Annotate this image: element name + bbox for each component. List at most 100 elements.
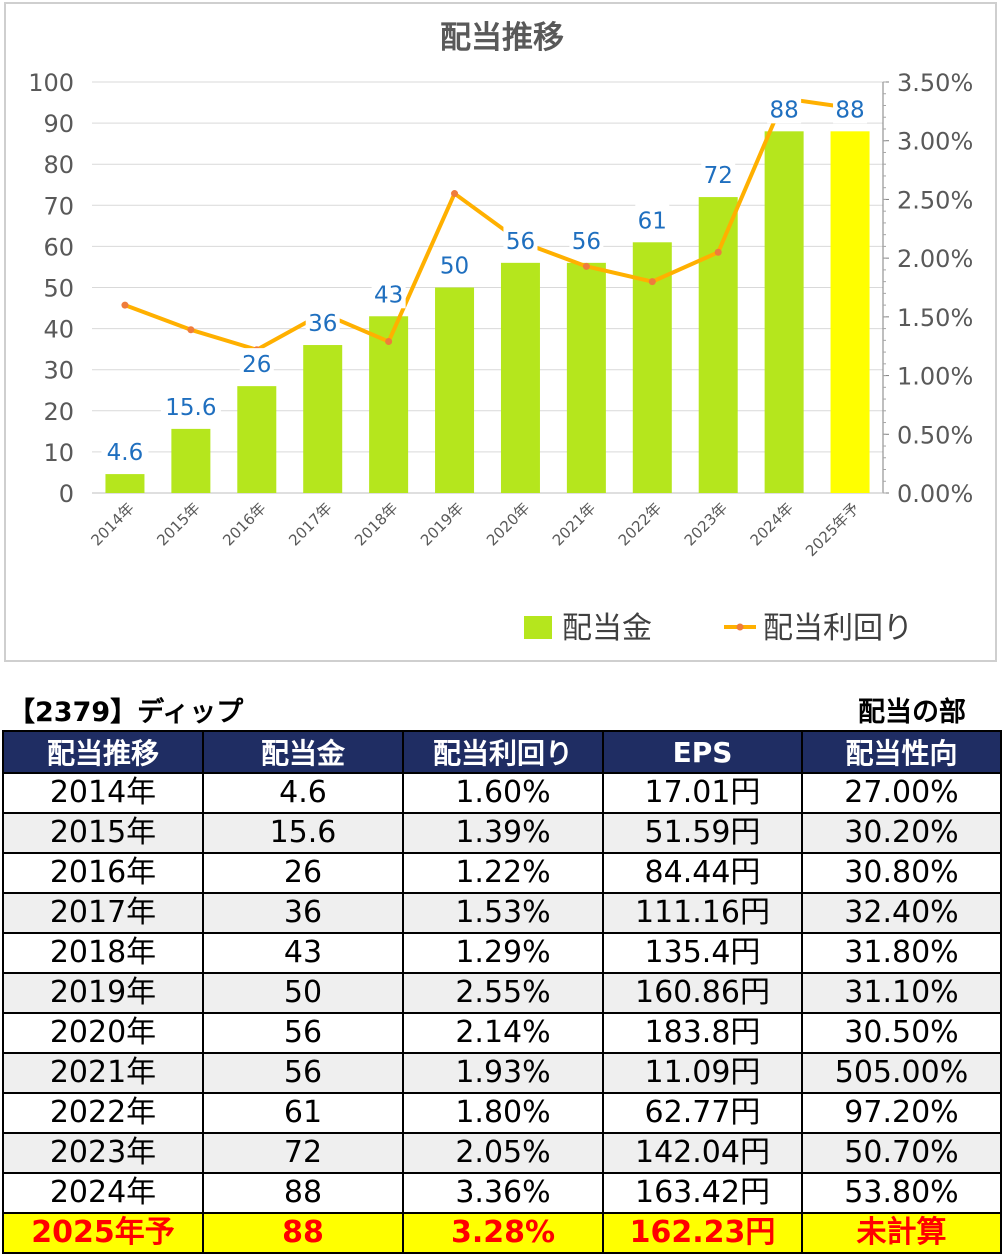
table-cell: 30.80% (801, 852, 1002, 894)
yield-line (124, 96, 851, 352)
y-right-tick-label: 2.00% (897, 245, 973, 273)
data-label: 88 (835, 97, 864, 123)
table-cell: 2.14% (402, 1012, 604, 1054)
x-tick-label: 2024年 (747, 499, 797, 549)
data-label-bg (101, 436, 149, 467)
table-cell: 162.23円 (602, 1212, 803, 1254)
table-cell: 163.42円 (602, 1172, 803, 1214)
table-cell: 3.28% (402, 1212, 604, 1254)
data-label-bg (503, 224, 538, 255)
table-row: 2022年 61 1.80% 62.77円 97.20% (2, 1092, 1002, 1134)
table-cell: 2.55% (402, 972, 604, 1014)
x-tick-label: 2023年 (681, 499, 731, 549)
table-cell: 84.44円 (602, 852, 803, 894)
yield-marker (451, 190, 459, 198)
table-row: 2015年 15.6 1.39% 51.59円 30.20% (2, 812, 1002, 854)
yield-marker (582, 262, 590, 270)
table-cell: 135.4円 (602, 932, 803, 974)
data-label-bg (371, 278, 406, 309)
data-label: 88 (769, 97, 798, 123)
table-cell: 88 (202, 1212, 404, 1254)
y-right-tick-label: 2.50% (897, 186, 973, 214)
y-left-tick-label: 0 (59, 480, 74, 508)
table-cell: 1.53% (402, 892, 604, 934)
table-row: 2014年 4.6 1.60% 17.01円 27.00% (2, 772, 1002, 814)
table-cell: 31.10% (801, 972, 1002, 1014)
y-left-tick-label: 80 (43, 151, 74, 179)
table-cell: 32.40% (801, 892, 1002, 934)
table-cell: 111.16円 (602, 892, 803, 934)
yield-marker (648, 278, 656, 286)
data-label-bg (701, 159, 736, 190)
column-header: 配当利回り (402, 730, 604, 774)
data-label: 61 (638, 208, 667, 234)
table-cell: 1.80% (402, 1092, 604, 1134)
table-cell: 15.6 (202, 812, 404, 854)
y-left-tick-label: 30 (43, 357, 74, 385)
table-cell: 56 (202, 1012, 404, 1054)
table-cell: 4.6 (202, 772, 404, 814)
table-cell: 2021年 (2, 1052, 204, 1094)
table-cell: 50 (202, 972, 404, 1014)
data-label-bg (833, 93, 868, 124)
bar-dividend (435, 287, 475, 493)
x-tick-label: 2019年 (417, 499, 467, 549)
table-cell: 1.39% (402, 812, 604, 854)
table-cell: 30.20% (801, 812, 1002, 854)
legend-swatch-dividend (524, 616, 552, 639)
table-row: 2017年 36 1.53% 111.16円 32.40% (2, 892, 1002, 934)
data-label: 43 (374, 282, 403, 308)
data-label: 72 (704, 163, 733, 189)
x-tick-label: 2015年 (153, 499, 203, 549)
bar-dividend (830, 131, 870, 493)
table-cell: 142.04円 (602, 1132, 803, 1174)
table-cell: 88 (202, 1172, 404, 1214)
table-row: 2016年 26 1.22% 84.44円 30.80% (2, 852, 1002, 894)
yield-marker (187, 326, 195, 334)
table-row: 2020年 56 2.14% 183.8円 30.50% (2, 1012, 1002, 1054)
dividend-chart: 配当推移 0 10 20 30 40 50 60 70 80 90 100 0.00% 0.50% 1.00… (28, 20, 973, 646)
x-tick-label: 2022年 (615, 499, 665, 549)
table-cell: 1.22% (402, 852, 604, 894)
bar-dividend (237, 386, 277, 493)
data-label-bg (437, 249, 472, 280)
table-cell: 505.00% (801, 1052, 1002, 1094)
table-cell: 2020年 (2, 1012, 204, 1054)
y-left-tick-label: 20 (43, 398, 74, 426)
table-cell: 160.86円 (602, 972, 803, 1014)
x-tick-label: 2018年 (351, 499, 401, 549)
table-cell: 2024年 (2, 1172, 204, 1214)
y-left-tick-label: 40 (43, 316, 74, 344)
y-left-tick-label: 100 (28, 69, 74, 97)
x-tick-label: 2025年予 (802, 499, 863, 560)
bar-dividend (764, 131, 804, 493)
table-cell: 1.29% (402, 932, 604, 974)
table-cell: 72 (202, 1132, 404, 1174)
y-left-tick-label: 60 (43, 233, 74, 261)
table-cell: 97.20% (801, 1092, 1002, 1134)
y-right-tick-label: 3.00% (897, 128, 973, 156)
y-right-tick-label: 1.50% (897, 304, 973, 332)
data-label: 26 (242, 352, 271, 378)
data-label: 50 (440, 254, 469, 280)
x-tick-label: 2014年 (87, 499, 137, 549)
legend-label-dividend: 配当金 (562, 611, 652, 646)
table-cell: 未計算 (801, 1212, 1002, 1254)
table-cell: 56 (202, 1052, 404, 1094)
table-row: 2018年 43 1.29% 135.4円 31.80% (2, 932, 1002, 974)
yield-marker (714, 248, 722, 256)
data-label: 56 (506, 229, 535, 255)
table-cell: 2015年 (2, 812, 204, 854)
table-cell: 3.36% (402, 1172, 604, 1214)
yield-marker (121, 301, 129, 309)
data-label-bg (305, 307, 340, 338)
x-tick-label: 2020年 (483, 499, 533, 549)
table-cell: 36 (202, 892, 404, 934)
column-header: 配当金 (202, 730, 404, 774)
data-label-bg (569, 224, 604, 255)
table-cell: 1.93% (402, 1052, 604, 1094)
table-cell: 1.60% (402, 772, 604, 814)
bar-dividend (566, 262, 606, 493)
data-label-bg (635, 204, 670, 235)
table-row: 2019年 50 2.55% 160.86円 31.10% (2, 972, 1002, 1014)
